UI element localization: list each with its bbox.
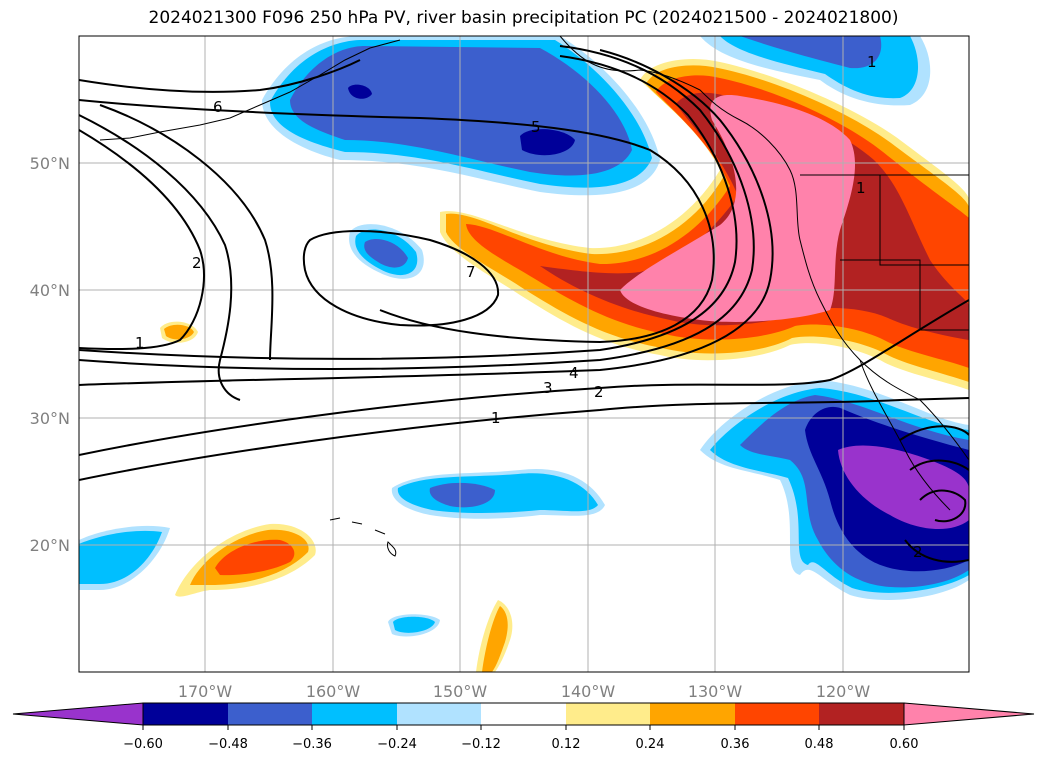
map-area: 6 5 7 2 1 4 3 2 1 1 1 2: [79, 36, 969, 672]
colorbar-segment: [228, 703, 312, 725]
west-edge-cyan: [79, 530, 162, 584]
colorbar-low-extend: [12, 702, 144, 726]
contour-label: 5: [531, 118, 541, 136]
contour-label: 4: [569, 364, 579, 382]
lon-tick: 120°W: [816, 682, 871, 701]
colorbar-tick-label: 0.12: [552, 737, 581, 752]
colorbar-segment: [650, 703, 735, 725]
contour-label: 7: [466, 263, 476, 281]
lat-tick: 50°N: [30, 154, 70, 173]
north-edge-blue2: [740, 36, 882, 69]
lon-tick: 170°W: [178, 682, 233, 701]
colorbar-tick-label: 0.48: [805, 737, 834, 752]
pv-contour-1: [79, 299, 969, 456]
colorbar-segment: [143, 703, 228, 725]
hawaii-islands: [329, 517, 397, 557]
contour-label: 6: [213, 98, 223, 116]
lon-tick-labels: 170°W 160°W 150°W 140°W 130°W 120°W: [178, 682, 871, 701]
pv-contour-3: [79, 45, 755, 370]
ar-core-pink: [620, 95, 856, 322]
colorbar-tick-label: −0.12: [461, 737, 501, 752]
contour-label: 1: [135, 334, 145, 352]
colorbar-tick-label: −0.36: [292, 737, 332, 752]
pv-contour-4-west: [99, 104, 274, 361]
contour-label: 2: [594, 383, 604, 401]
gulf-alaska-dark-small: [348, 84, 372, 99]
figure-title: 2024021300 F096 250 hPa PV, river basin …: [148, 8, 899, 28]
colorbar-tick-label: −0.24: [377, 737, 417, 752]
contour-label: 1: [491, 409, 501, 427]
hawaii-south-inner: [393, 616, 435, 633]
colorbar-tick-label: −0.48: [208, 737, 248, 752]
pv-contours: [79, 45, 969, 563]
lat-tick: 40°N: [30, 281, 70, 300]
lat-tick: 20°N: [30, 536, 70, 555]
colorbar-segment: [735, 703, 819, 725]
lat-tick: 30°N: [30, 409, 70, 428]
small-orange-patch-inner: [164, 324, 194, 340]
state-border-2: [840, 259, 969, 331]
south-spike-orange: [482, 606, 508, 672]
hawaii-band-blue-inner: [429, 482, 495, 508]
colorbar-segment: [481, 703, 566, 725]
colorbar-segment: [312, 703, 397, 725]
contour-label: 3: [543, 379, 553, 397]
contour-label: 2: [913, 543, 923, 561]
pv-contour-4: [79, 55, 738, 360]
negative-precip-regions: [79, 36, 969, 637]
state-border-1: [879, 175, 969, 266]
contour-label: 2: [192, 254, 202, 272]
pv-contour-1b: [79, 397, 969, 481]
colorbar-tick-label: 0.24: [636, 737, 665, 752]
colorbar-segment: [566, 703, 650, 725]
lon-tick: 160°W: [306, 682, 361, 701]
pv-contour-east-loop2: [919, 489, 967, 523]
colorbar-tick-labels: −0.60 −0.48 −0.36 −0.24 −0.12 0.12 0.24 …: [123, 737, 918, 752]
lon-tick: 150°W: [433, 682, 488, 701]
pv-contour-6: [79, 59, 361, 93]
pv-contour-3-west: [79, 114, 241, 401]
alaska-peninsula-coast: [99, 39, 401, 141]
sw-warm-red: [215, 539, 295, 576]
contour-label: 1: [867, 53, 877, 71]
contour-label: 1: [856, 179, 866, 197]
graticule: [79, 36, 969, 672]
baja-purple: [838, 445, 969, 530]
colorbar-tick-label: 0.36: [721, 737, 750, 752]
colorbar: −0.60 −0.48 −0.36 −0.24 −0.12 0.12 0.24 …: [12, 702, 1035, 752]
pv-contour-2-west: [79, 129, 205, 351]
gulf-alaska-dark: [520, 129, 575, 156]
map-frame: [78, 35, 970, 673]
baja-coast: [859, 359, 951, 511]
pv-contour-5: [79, 99, 715, 344]
contour-label-group: 6 5 7 2 1 4 3 2 1 1 1 2: [135, 53, 923, 561]
colorbar-tick-label: −0.60: [123, 737, 163, 752]
colorbar-segment: [819, 703, 904, 725]
pv-contour-2: [79, 49, 774, 386]
colorbar-high-extend: [903, 702, 1035, 726]
lon-tick: 130°W: [688, 682, 743, 701]
colorbar-ticks: [142, 725, 905, 730]
lon-tick: 140°W: [561, 682, 616, 701]
colorbar-outline: [142, 702, 905, 726]
colorbar-tick-label: 0.60: [890, 737, 919, 752]
lat-tick-labels: 50°N 40°N 30°N 20°N: [30, 154, 70, 555]
pv-contour-east-loop: [899, 425, 969, 563]
pv-contour-7: [302, 230, 500, 327]
mid-pacific-small-inner: [364, 238, 408, 268]
colorbar-segment: [397, 703, 481, 725]
